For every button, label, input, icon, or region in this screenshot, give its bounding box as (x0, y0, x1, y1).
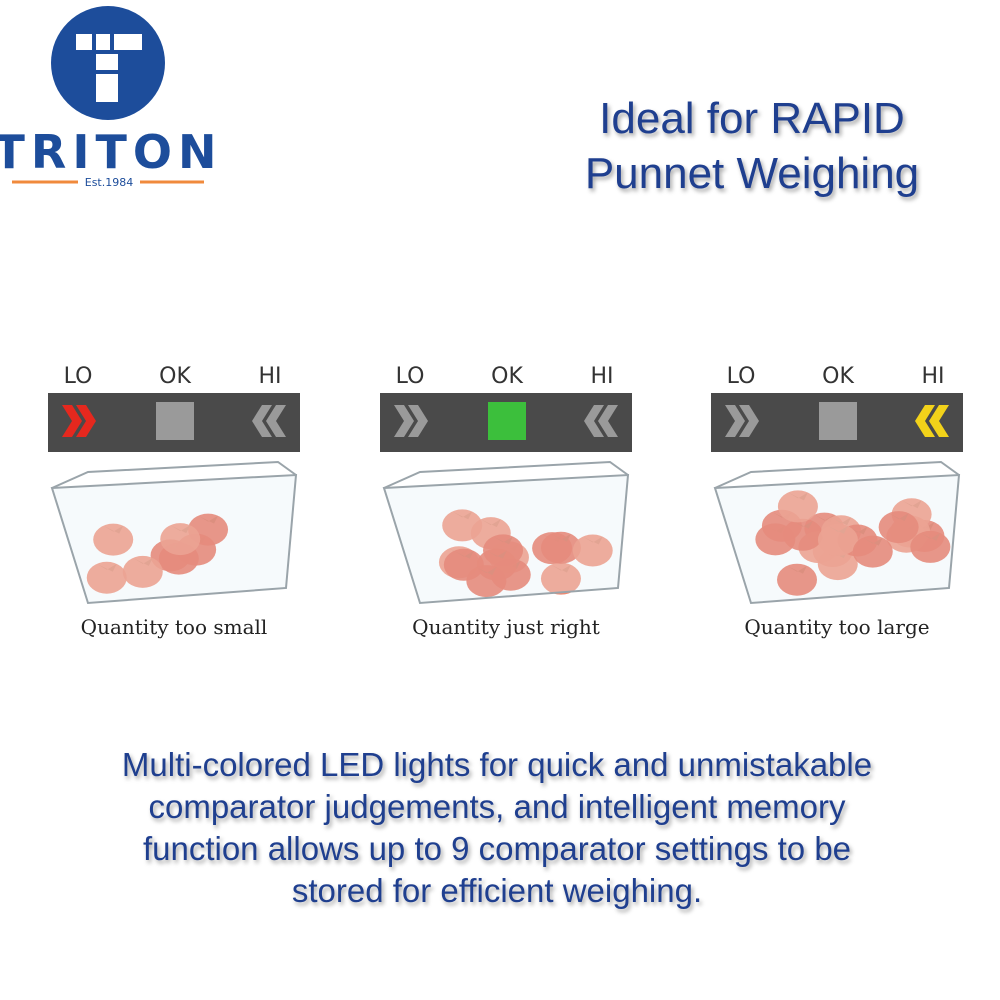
strawberry (540, 531, 581, 564)
logo-established: Est.1984 (85, 176, 134, 189)
led-label: HI (258, 364, 281, 389)
logo-name: TRITON (0, 125, 222, 179)
strawberry (878, 511, 919, 544)
logo-block (96, 34, 110, 50)
panels: LO OK HI Quantity too small LO OK HI Quantity j… (48, 364, 963, 639)
strawberry (817, 523, 858, 556)
strawberry (160, 523, 201, 556)
led-chevron (739, 405, 759, 437)
led-label: LO (727, 364, 756, 389)
punnet (50, 460, 298, 605)
led-label: OK (822, 364, 854, 389)
punnet-box (382, 473, 630, 605)
led-chevron (584, 405, 604, 437)
strawberry (777, 490, 818, 523)
headline: Ideal for RAPID (599, 94, 905, 143)
strawberry (852, 535, 893, 568)
led-chevron (62, 405, 82, 437)
description: stored for efficient weighing. (292, 872, 702, 909)
punnet-box (50, 473, 298, 605)
led-label: HI (590, 364, 613, 389)
led-chevron (915, 405, 935, 437)
strawberry (466, 565, 507, 598)
strawberry (572, 534, 613, 567)
led-chevron (76, 405, 96, 437)
led-chevron (598, 405, 618, 437)
led-chevron (394, 405, 414, 437)
description: function allows up to 9 comparator setti… (143, 830, 851, 867)
punnet (382, 460, 630, 605)
led-square (488, 402, 526, 440)
strawberry (777, 563, 818, 596)
led-chevron (725, 405, 745, 437)
led-square (819, 402, 857, 440)
punnet-rim (51, 460, 297, 489)
caption: Quantity too small (81, 615, 268, 639)
logo: TRITON Est.1984 (0, 6, 222, 189)
strawberry (910, 530, 951, 563)
description: Multi-colored LED lights for quick and u… (122, 746, 872, 783)
led-square (156, 402, 194, 440)
strawberry (540, 562, 581, 595)
headline: Punnet Weighing (585, 149, 919, 198)
led-label: LO (64, 364, 93, 389)
logo-block (114, 34, 142, 50)
led-label: LO (396, 364, 425, 389)
strawberry (122, 555, 163, 588)
indicator-panel: LO OK HI Quantity just right (380, 364, 632, 639)
caption: Quantity too large (744, 615, 929, 639)
strawberry (93, 523, 134, 556)
strawberry (86, 561, 127, 594)
led-label: OK (159, 364, 191, 389)
punnet (713, 460, 961, 605)
indicator-panel: LO OK HI Quantity too small (48, 364, 300, 639)
led-label: OK (491, 364, 523, 389)
logo-block (96, 74, 118, 102)
led-chevron (408, 405, 428, 437)
punnet-rim (383, 460, 629, 489)
strawberry (782, 518, 823, 551)
led-label: HI (921, 364, 944, 389)
logo-block (76, 34, 92, 50)
strawberry (442, 509, 483, 542)
punnet-rim (714, 460, 960, 489)
description: comparator judgements, and intelligent m… (148, 788, 846, 825)
indicator-panel: LO OK HI Quantity too large (711, 364, 963, 639)
led-chevron (252, 405, 272, 437)
punnet-box (713, 473, 961, 605)
led-chevron (266, 405, 286, 437)
caption: Quantity just right (412, 615, 600, 639)
logo-block (96, 54, 118, 70)
led-chevron (929, 405, 949, 437)
